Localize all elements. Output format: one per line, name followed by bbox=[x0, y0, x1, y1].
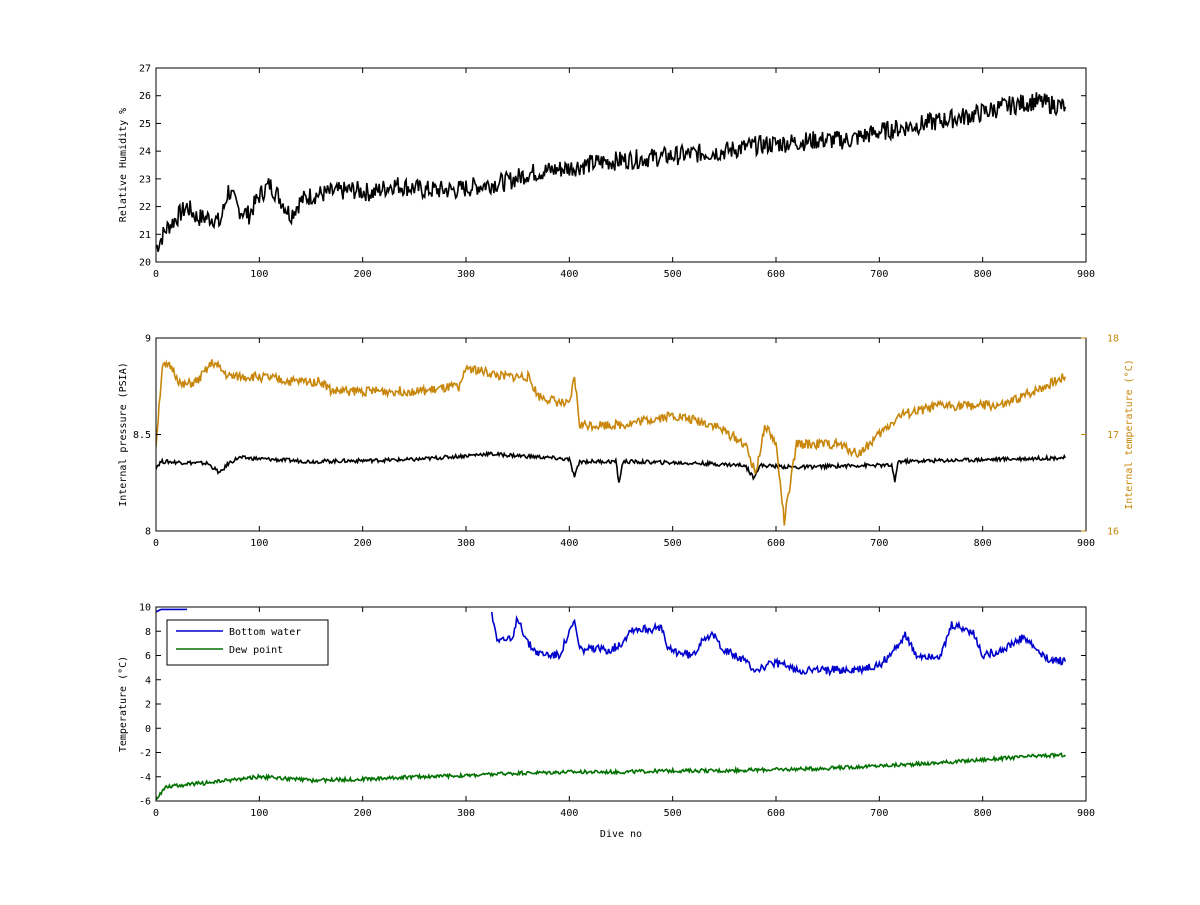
x-tick-label: 500 bbox=[664, 269, 682, 280]
x-axis-label: Dive no bbox=[600, 829, 642, 840]
y-axis-label-right: Internal temperature (°C) bbox=[1124, 359, 1135, 510]
y-tick-label: 6 bbox=[145, 651, 151, 662]
series-line-3-3 bbox=[156, 752, 1066, 801]
x-tick-label: 400 bbox=[560, 269, 578, 280]
x-tick-label: 900 bbox=[1077, 269, 1095, 280]
y-tick-label: 27 bbox=[139, 64, 151, 75]
x-tick-label: 400 bbox=[560, 538, 578, 549]
x-tick-label: 700 bbox=[870, 808, 888, 819]
x-tick-label: 500 bbox=[664, 538, 682, 549]
y-tick-label: 24 bbox=[139, 147, 151, 158]
x-tick-label: 100 bbox=[250, 269, 268, 280]
y-tick-label: 4 bbox=[145, 675, 151, 686]
series-line-2-2 bbox=[156, 359, 1067, 526]
y-right-tick-label: 18 bbox=[1107, 334, 1119, 345]
x-tick-label: 700 bbox=[870, 538, 888, 549]
y-axis-label: Temperature (°C) bbox=[118, 656, 129, 752]
x-tick-label: 200 bbox=[354, 269, 372, 280]
x-tick-label: 500 bbox=[664, 808, 682, 819]
legend-label: Dew point bbox=[229, 645, 283, 656]
x-tick-label: 200 bbox=[354, 538, 372, 549]
series-line-2-1 bbox=[156, 450, 1067, 483]
y-tick-label: 23 bbox=[139, 174, 151, 185]
x-tick-label: 400 bbox=[560, 808, 578, 819]
x-tick-label: 100 bbox=[250, 538, 268, 549]
y-tick-label: 8 bbox=[145, 527, 151, 538]
y-tick-label: 10 bbox=[139, 603, 151, 614]
y-axis-label: Internal pressure (PSIA) bbox=[118, 362, 129, 507]
y-right-tick-label: 16 bbox=[1107, 527, 1119, 538]
legend-box bbox=[166, 619, 329, 666]
x-tick-label: 300 bbox=[457, 269, 475, 280]
x-tick-label: 0 bbox=[153, 538, 159, 549]
x-tick-label: 800 bbox=[974, 269, 992, 280]
x-tick-label: 800 bbox=[974, 808, 992, 819]
y-tick-label: 22 bbox=[139, 202, 151, 213]
y-tick-label: 20 bbox=[139, 258, 151, 269]
y-tick-label: 21 bbox=[139, 230, 151, 241]
x-tick-label: 0 bbox=[153, 269, 159, 280]
y-tick-label: -2 bbox=[139, 748, 151, 759]
legend-label: Bottom water bbox=[229, 627, 301, 638]
x-tick-label: 600 bbox=[767, 538, 785, 549]
y-axis-label: Relative Humidity % bbox=[118, 108, 129, 222]
axes-frame-2 bbox=[155, 337, 1087, 532]
y-tick-label: 2 bbox=[145, 700, 151, 711]
y-tick-label: -6 bbox=[139, 797, 151, 808]
x-tick-label: 600 bbox=[767, 808, 785, 819]
y-right-tick-label: 17 bbox=[1107, 430, 1119, 441]
x-tick-label: 200 bbox=[354, 808, 372, 819]
series-line-3-1 bbox=[156, 608, 187, 613]
x-tick-label: 800 bbox=[974, 538, 992, 549]
y-tick-label: 0 bbox=[145, 724, 151, 735]
x-tick-label: 900 bbox=[1077, 538, 1095, 549]
series-line-3-2 bbox=[491, 611, 1067, 677]
y-tick-label: 25 bbox=[139, 119, 151, 130]
y-tick-label: 9 bbox=[145, 334, 151, 345]
x-tick-label: 300 bbox=[457, 538, 475, 549]
x-tick-label: 0 bbox=[153, 808, 159, 819]
y-tick-label: 8.5 bbox=[133, 430, 151, 441]
series-line-1-1 bbox=[156, 92, 1067, 252]
y-tick-label: -4 bbox=[139, 772, 151, 783]
y-tick-label: 8 bbox=[145, 627, 151, 638]
y-tick-label: 26 bbox=[139, 91, 151, 102]
x-tick-label: 900 bbox=[1077, 808, 1095, 819]
x-tick-label: 700 bbox=[870, 269, 888, 280]
x-tick-label: 100 bbox=[250, 808, 268, 819]
x-tick-label: 300 bbox=[457, 808, 475, 819]
x-tick-label: 600 bbox=[767, 269, 785, 280]
axes-frame-1 bbox=[155, 67, 1087, 263]
